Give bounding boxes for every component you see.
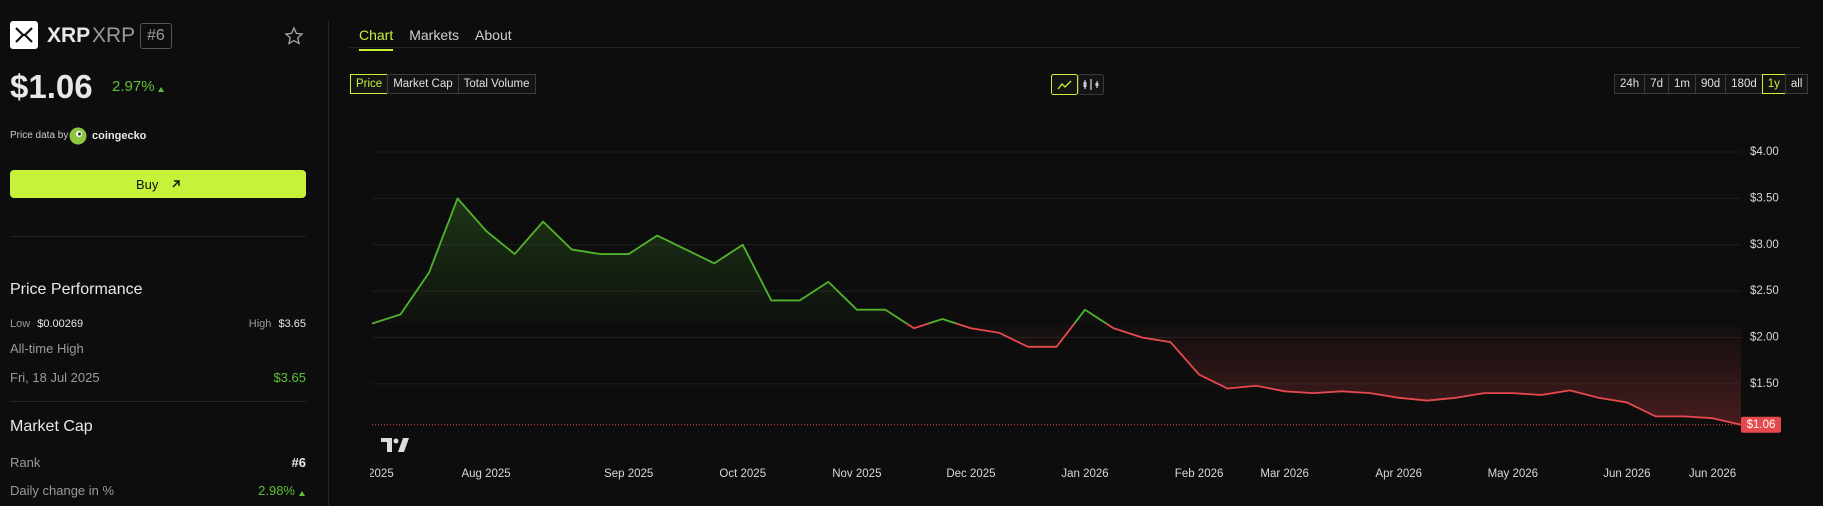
price: $1.06 [10,68,93,105]
y-tick-label: $3.50 [1750,192,1779,204]
range-button[interactable]: 1m [1667,74,1696,94]
high-row: High $3.65 [249,318,306,330]
x-tick-label: Sep 2025 [604,468,653,480]
rank-label: Rank [10,455,41,470]
x-tick-label: Aug 2025 [461,468,510,480]
price-line [371,197,1742,426]
rank-value: #6 [291,455,306,470]
x-tick-label: Jun 2026 [1603,468,1650,480]
metric-button[interactable]: Market Cap [387,74,459,94]
tab[interactable]: Chart [359,27,394,51]
y-tick-label: $1.50 [1750,378,1779,390]
coin-name: XRP [92,24,136,47]
up-arrow [158,87,164,92]
rank-badge: #6 [140,23,172,49]
x-tick-label: Jul 2025 [350,468,393,480]
x-tick-label: Feb 2026 [1175,468,1224,480]
low-label: Low [10,318,31,330]
symbol: XRP [47,24,91,47]
high-value: $3.65 [278,318,306,330]
high-label: High [248,318,272,330]
tab[interactable]: Markets [409,27,460,43]
x-tick-label: Nov 2025 [832,468,881,480]
ath-label: All-time High [10,341,84,356]
tv-logo [381,438,409,452]
range-button[interactable]: 90d [1694,74,1727,94]
logo [10,21,38,49]
metric-button[interactable]: Total Volume [457,74,536,94]
plot: Jul 2025 Aug 2025 Sep 2025 Oct 2025 Nov 2025… [350,197,1742,480]
x-tick-label: Dec 2025 [946,468,995,480]
ath-date: Fri, 18 Jul 2025 [10,370,100,385]
section-title: Price Performance [10,281,143,298]
ath-value: $3.65 [273,370,306,385]
x-tick-label: May 2026 [1488,468,1539,480]
range-button[interactable]: 180d [1725,74,1763,94]
panel-divider [328,20,329,506]
metric-button[interactable]: Price [350,74,389,94]
external-icon [172,180,180,188]
daily-value: 2.98% [258,483,295,498]
divider [349,47,1800,48]
range-button[interactable]: all [1784,74,1809,94]
current-price-label: $1.06 [1747,419,1776,431]
tabs: Chart Markets About [359,27,528,51]
low-row: Low $0.00269 [10,318,83,330]
divider [10,236,306,237]
low-value: $0.00269 [37,318,84,330]
x-tick-label: Oct 2025 [719,468,766,480]
x-tick-label: Jan 2026 [1061,468,1108,480]
buy-button[interactable]: Buy [10,170,306,198]
logo-icon [15,27,33,43]
source-prefix: Price data by [10,130,69,141]
tab[interactable]: About [475,27,512,43]
metric-buttons: Price Market Cap Total Volume [350,74,536,94]
y-tick-label: $2.50 [1750,285,1779,297]
daily-label: Daily change in % [10,483,115,498]
chart-type-buttons [1051,74,1105,101]
current-price-box [1741,416,1781,433]
source: coingecko [92,130,147,142]
range-buttons: 24h 7d 1m 90d 180d 1y all [1614,74,1809,94]
star-button[interactable] [284,26,304,46]
x-tick-label: Jun 2026 [1689,468,1736,480]
y-tick-label: $4.00 [1750,146,1779,158]
price-change: 2.97% [112,78,155,95]
area [372,198,1741,425]
up-arrow [299,491,305,496]
buy-label: Buy [136,177,159,192]
divider [10,401,306,402]
x-tick-label: Mar 2026 [1260,468,1309,480]
x-tick-label: Apr 2026 [1375,468,1422,480]
coingecko-logo [69,127,87,145]
chart-type-icons[interactable] [1051,74,1105,96]
section-title: Market Cap [10,418,93,435]
y-tick-label: $2.00 [1750,332,1779,344]
y-tick-label: $3.00 [1750,239,1779,251]
